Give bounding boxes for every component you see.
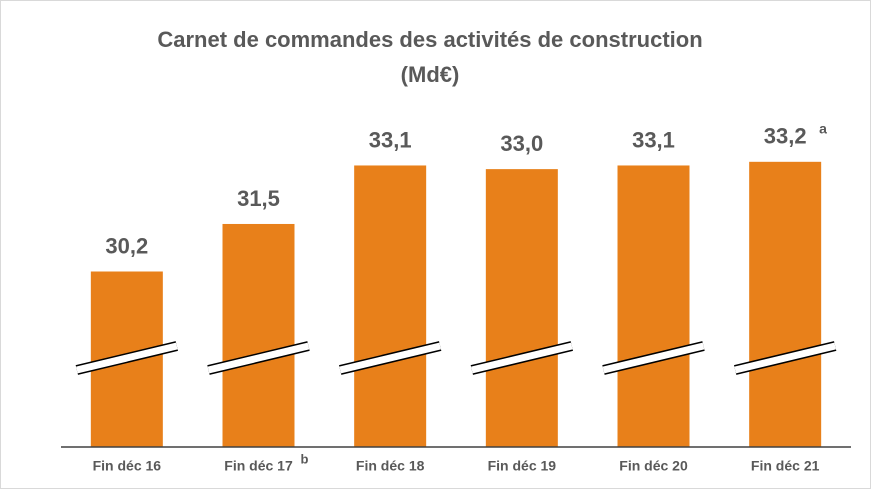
x-tick-label: Fin déc 16 bbox=[93, 458, 162, 474]
value-label: 33,0 bbox=[500, 131, 543, 156]
bar bbox=[485, 169, 558, 447]
axis-break bbox=[471, 342, 573, 374]
axis-break bbox=[339, 342, 441, 374]
chart-title: Carnet de commandes des activités de con… bbox=[157, 27, 702, 52]
bar bbox=[354, 165, 427, 447]
x-tick-label: Fin déc 17 bbox=[224, 458, 293, 474]
value-note: a bbox=[819, 121, 827, 137]
axis-break bbox=[602, 342, 705, 374]
axis-break bbox=[734, 342, 836, 374]
value-label: 33,1 bbox=[369, 127, 412, 152]
value-label: 31,5 bbox=[237, 186, 280, 211]
value-label: 33,1 bbox=[632, 127, 675, 152]
x-tick-label: Fin déc 20 bbox=[619, 458, 688, 474]
value-label: 30,2 bbox=[105, 233, 148, 258]
x-tick-label: Fin déc 19 bbox=[488, 458, 557, 474]
axis-break bbox=[207, 342, 310, 374]
value-label: 33,2 bbox=[764, 124, 807, 149]
axis-break bbox=[76, 342, 178, 374]
bar bbox=[617, 165, 690, 447]
bar bbox=[749, 161, 822, 447]
chart-subtitle: (Md€) bbox=[401, 62, 460, 87]
x-tick-label: Fin déc 21 bbox=[751, 458, 820, 474]
x-tick-label: Fin déc 18 bbox=[356, 458, 425, 474]
bar bbox=[222, 223, 295, 447]
category-note: b bbox=[301, 451, 309, 466]
